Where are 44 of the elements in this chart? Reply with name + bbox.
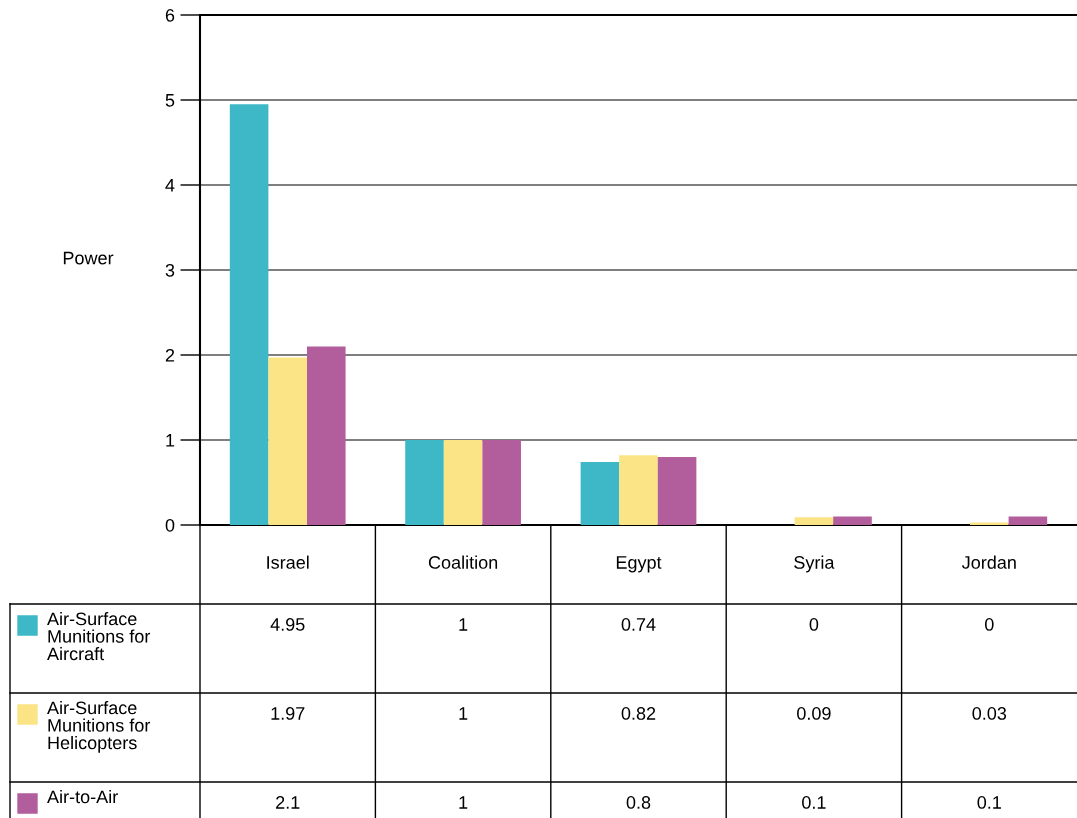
y-axis-title: Power bbox=[63, 251, 114, 265]
y-tick-label: 6 bbox=[165, 8, 175, 22]
x-tick-label: Coalition bbox=[428, 555, 498, 569]
bar bbox=[794, 517, 834, 525]
data-label: 0.82 bbox=[621, 707, 656, 720]
x-tick-label: Syria bbox=[794, 555, 835, 573]
y-tick-label: 5 bbox=[165, 94, 175, 107]
data-label: 0.74 bbox=[621, 618, 656, 631]
data-label: 0.1 bbox=[977, 796, 1001, 809]
y-tick-label: 2 bbox=[165, 348, 175, 362]
legend-label: Air-Surface Munitions for Helicopters bbox=[47, 701, 151, 753]
y-tick-label: 1 bbox=[166, 434, 175, 447]
data-label: 0.1 bbox=[802, 796, 826, 809]
data-label: 0 bbox=[984, 618, 994, 631]
data-label: 1 bbox=[459, 618, 468, 631]
legend-label: Air-to-Air bbox=[47, 790, 118, 804]
bar bbox=[229, 104, 269, 525]
legend-label: Air-Surface Munitions for Aircraft bbox=[47, 612, 151, 661]
bar bbox=[405, 440, 444, 525]
data-label: 4.95 bbox=[270, 618, 305, 631]
data-label: 0.03 bbox=[972, 707, 1007, 720]
y-tick-label: 4 bbox=[165, 179, 175, 192]
bar bbox=[619, 455, 658, 525]
bar bbox=[306, 346, 346, 525]
data-label: 0.09 bbox=[797, 707, 831, 720]
data-label: 1 bbox=[459, 707, 468, 720]
x-tick-label: Israel bbox=[267, 555, 309, 569]
data-label: 1.97 bbox=[271, 707, 305, 720]
data-label: 1 bbox=[459, 796, 468, 809]
data-label: 0.8 bbox=[626, 796, 651, 809]
bar bbox=[970, 522, 1009, 525]
y-tick-label: 0 bbox=[165, 518, 175, 532]
bar bbox=[268, 357, 307, 525]
bar bbox=[580, 462, 620, 525]
bar bbox=[833, 516, 872, 525]
data-label: 0 bbox=[809, 618, 819, 631]
bar bbox=[443, 440, 483, 525]
y-tick-label: 3 bbox=[165, 263, 175, 277]
x-tick-label: Jordan bbox=[961, 555, 1016, 569]
bar bbox=[657, 457, 697, 525]
bar bbox=[1008, 516, 1048, 525]
x-tick-label: Egypt bbox=[616, 556, 662, 573]
data-label: 2.1 bbox=[276, 796, 300, 809]
bar bbox=[482, 440, 521, 525]
